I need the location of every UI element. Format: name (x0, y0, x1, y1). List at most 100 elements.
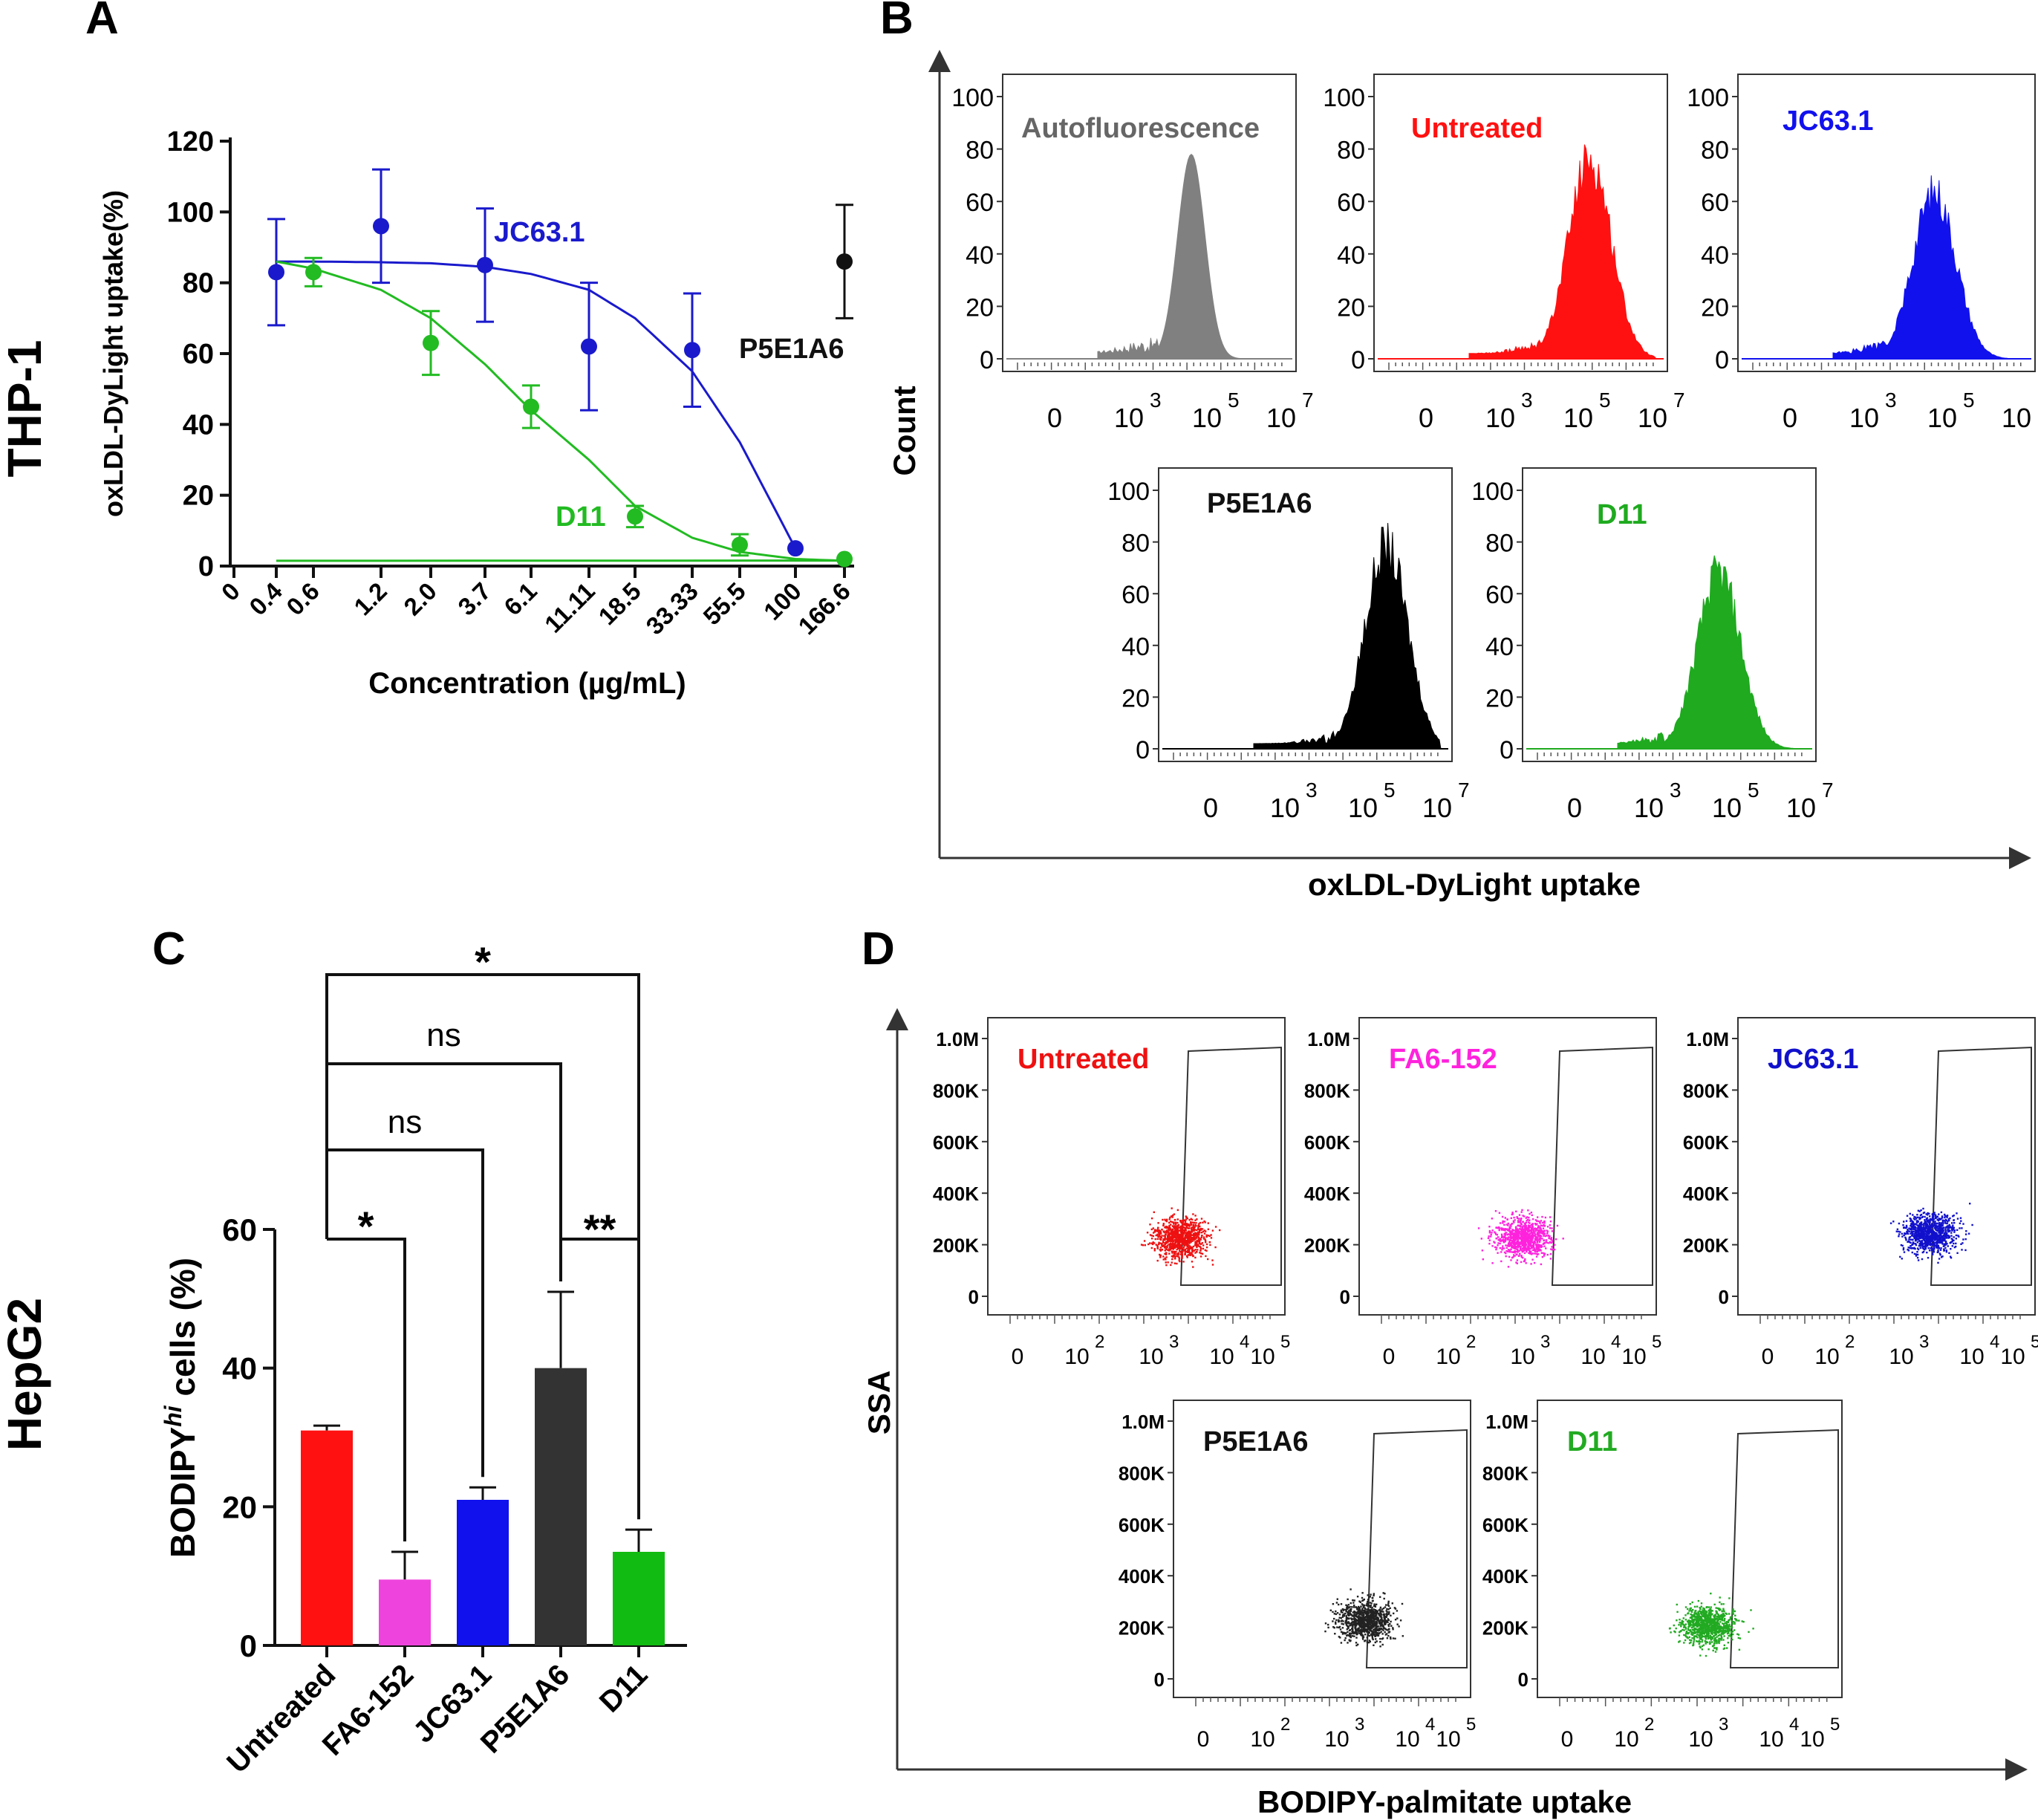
series-label: JC63.1 (494, 217, 585, 248)
y-tick-label: 400K (933, 1183, 979, 1205)
x-tick-exponent: 3 (1540, 1332, 1550, 1352)
bar (301, 1430, 353, 1645)
y-tick-label: 60 (1337, 189, 1365, 217)
y-tick-label: 400K (1482, 1565, 1528, 1587)
y-tick-label: 100 (1687, 84, 1729, 112)
scatter-points (1889, 1203, 1973, 1264)
x-tick-exponent: 4 (1611, 1332, 1621, 1352)
y-tick-label: 1.0M (1485, 1411, 1528, 1433)
x-tick-exponent: 2 (1095, 1332, 1104, 1352)
x-tick-label: 0 (1783, 403, 1797, 433)
x-tick-label: 3.7 (452, 577, 496, 621)
y-tick-label: 40 (222, 1351, 257, 1386)
scatter-points (1324, 1588, 1404, 1648)
histogram-label: Autofluorescence (1021, 113, 1260, 144)
x-tick-exponent: 3 (1719, 1715, 1728, 1735)
x-tick-label: 10 (1510, 1345, 1534, 1369)
y-tick-label: 800K (1119, 1462, 1165, 1484)
y-axis-title: oxLDL-DyLight uptake(%) (98, 190, 128, 517)
histogram-4: 0 20 40 60 80 100 0 10 3 10 5 10 7 P5E1A6 (1107, 467, 1470, 823)
x-tick-label: 10 (1250, 1345, 1274, 1369)
y-tick-label: 600K (933, 1131, 979, 1154)
significance-bracket (559, 1238, 640, 1520)
y-tick-label: 80 (1337, 137, 1365, 165)
y-tick-label: 1.0M (1307, 1028, 1350, 1050)
x-tick-label: 0 (1197, 1727, 1210, 1752)
histogram-area (1832, 175, 2021, 360)
x-tick-label: 0 (216, 577, 245, 606)
data-point (787, 540, 804, 557)
x-tick-exponent: 5 (1963, 389, 1975, 412)
y-axis-title: BODIPYhi cells (%) (160, 1258, 202, 1558)
x-tick-exponent: 3 (1670, 779, 1681, 802)
gate (1179, 1046, 1282, 1286)
y-tick-label: 0 (1154, 1668, 1165, 1691)
gate (1729, 1429, 1839, 1668)
x-tick-label: 166.6 (792, 577, 856, 640)
x-tick-label: 10 (1422, 793, 1452, 823)
y-tick-label: 600K (1482, 1514, 1528, 1536)
x-tick-label: 10 (2002, 403, 2031, 433)
x-tick-label: 10 (1192, 403, 1222, 433)
scatter-points (1140, 1207, 1221, 1268)
x-tick-label: 10 (1849, 403, 1879, 433)
x-tick-label: 0 (1762, 1345, 1774, 1369)
x-tick-exponent: 4 (1240, 1332, 1249, 1352)
series-label: P5E1A6 (739, 334, 844, 365)
y-tick-label: 20 (183, 481, 214, 512)
x-tick-label: 0 (1047, 403, 1062, 433)
plot-label: FA6-152 (1389, 1044, 1497, 1075)
y-tick-label: 20 (222, 1489, 257, 1524)
x-tick-exponent: 3 (1919, 1332, 1929, 1352)
y-tick-label: 40 (966, 241, 994, 270)
significance-label: ns (388, 1104, 422, 1140)
y-tick-label: 0 (980, 346, 994, 374)
x-tick-exponent: 5 (1652, 1332, 1661, 1352)
data-point (836, 253, 853, 270)
x-tick-exponent: 2 (1845, 1332, 1855, 1352)
y-tick-label: 800K (933, 1079, 979, 1102)
x-tick-label: 10 (1436, 1345, 1460, 1369)
x-tick-exponent: 2 (1466, 1332, 1476, 1352)
significance-label: ns (426, 1017, 460, 1053)
x-tick-label: 10 (1270, 793, 1300, 823)
y-tick-label: 20 (966, 293, 994, 322)
y-tick-label: 600K (1119, 1514, 1165, 1536)
bar (457, 1500, 509, 1645)
data-point (836, 550, 853, 568)
histogram-label: Untreated (1411, 113, 1543, 144)
data-point (268, 264, 284, 281)
row-label-bottom: HepG2 (0, 1298, 51, 1451)
y-tick-label: 20 (1121, 684, 1150, 712)
data-point (373, 218, 389, 235)
x-axis-title: Concentration (µg/mL) (368, 667, 686, 700)
data-point (423, 334, 439, 351)
x-tick-label: 1.2 (348, 577, 392, 621)
x-tick-exponent: 2 (1280, 1715, 1290, 1735)
gate (1551, 1046, 1653, 1286)
x-tick-label: 10 (1959, 1345, 1984, 1369)
x-tick-label: 6.1 (498, 577, 542, 621)
y-tick-label: 80 (966, 137, 994, 165)
x-tick-label: 10 (1580, 1345, 1605, 1369)
y-tick-label: 0 (1500, 736, 1514, 764)
x-tick-label: 10 (1614, 1727, 1638, 1752)
x-tick-exponent: 3 (1355, 1715, 1364, 1735)
panel-label-c: C (152, 923, 186, 975)
y-tick-label: 800K (1683, 1079, 1729, 1102)
x-tick-label: D11 (593, 1658, 654, 1718)
y-axis-title: Count (887, 386, 922, 475)
x-tick-label: 0 (1383, 1345, 1396, 1369)
y-tick-label: 20 (1701, 293, 1729, 322)
x-tick-label: 11.11 (539, 577, 600, 638)
x-tick-exponent: 4 (1789, 1715, 1799, 1735)
data-point (305, 264, 322, 281)
y-tick-label: 100 (167, 197, 214, 228)
histogram-3: 0204060801000103105107JC63.1 (1687, 74, 2038, 433)
y-tick-label: 0 (968, 1286, 979, 1308)
histogram-1: 0 20 40 60 80 100 0 10 3 10 5 10 7 Autofluorescence (951, 74, 1314, 433)
x-tick-label: 10 (1712, 793, 1742, 823)
x-tick-exponent: 3 (1150, 389, 1162, 412)
histogram-area (1468, 144, 1658, 360)
